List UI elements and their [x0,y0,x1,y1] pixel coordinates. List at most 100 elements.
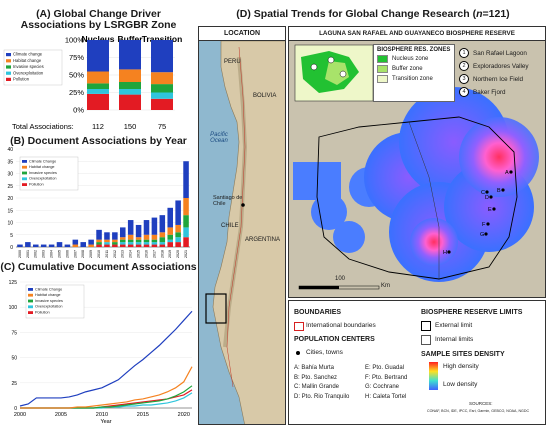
town-point [486,222,490,226]
bar-segment [87,89,109,94]
bar-segment [151,92,173,99]
x-tick-label: 2015 [137,250,141,258]
sources-title: SOURCES: [469,401,493,406]
bar-segment [159,244,166,247]
x-tick-label: 2005 [55,412,67,418]
panel-a-title-line2: Associations by LSRGBR Zone [20,19,177,32]
bar-segment [96,239,102,243]
legend-entry: Habitat change [29,165,55,169]
zone-label: Buffer zone [392,66,423,72]
zone-legend-item: Buffer zone [377,65,451,73]
density-blob [459,117,539,197]
label-santiago: Santiago de Chile [213,195,243,207]
legend-entry: Habitat change [35,293,61,297]
y-tick-label: 20 [7,196,13,202]
legend-entry: Invasive species [13,64,44,69]
bar-segment [167,239,173,243]
bar-segment [56,242,63,247]
legend-entry: Invasive species [35,299,63,303]
bar-segment [183,227,189,238]
site-label: Northern Ice Field [473,75,524,83]
bar-segment [151,98,173,110]
panel-c-chart: 0 25 50 75 100 125 2000 2005 2010 2015 2020 Year Cli… [9,280,193,425]
legend-swatch [6,77,11,81]
inset-buffer [325,61,349,85]
zones-legend-title: BIOSPHERE RES. ZONES [377,47,451,53]
legend-swatch [28,288,33,291]
external-limit-swatch [421,321,431,331]
bar-segment [143,239,150,243]
bar-segment [120,237,126,240]
legend-swatch [6,65,11,69]
bar-segment [104,232,110,240]
x-tick-label: 2014 [129,250,133,258]
x-tick-label: 2007 [73,250,77,258]
legend-swatch [22,171,27,175]
intl-boundaries-label: International boundaries [306,322,376,329]
y-tick-label: 100 [9,305,18,311]
legend-entry: Climate Change [29,159,56,163]
y-tick-label: 0 [10,245,13,251]
x-tick-label: 2017 [152,250,156,258]
bar-segment [112,232,118,240]
external-limit-line [316,116,518,280]
scale-bar-label: 100 [335,276,345,282]
panel-b-legend: Climate Change Habitat change Invasive spe… [19,156,79,191]
bar-segment [151,234,158,240]
bar-segment [87,71,109,84]
bar-segment [151,72,173,85]
bar-segment [183,237,189,247]
y-tick-label: 15 [7,208,13,214]
bar-segment [167,234,173,240]
x-tick-label: 2010 [97,250,101,258]
santiago-point [241,203,245,207]
legend-entry: Overexploitation [35,305,62,309]
zone-swatch [377,55,388,63]
legend-swatch [22,183,27,186]
legend-entry: Overexploitation [29,177,56,181]
x-tick-label: 2013 [121,250,125,258]
legend-swatch [22,177,27,181]
map-legend: BOUNDARIES International boundaries POPU… [288,300,546,425]
bar-segment [175,242,181,247]
bar-segment [40,244,47,247]
bar-segment [112,244,118,247]
bar-segment [127,234,134,240]
x-tick-label: 2018 [160,250,164,258]
town-list-item: E: Pto. Guadal [365,365,405,371]
site-label: Exploradores Valley [473,62,529,70]
zone-swatch [377,75,388,83]
x-tick-label: 2003 [42,250,46,258]
panel-a-title-line1: (A) Global Change Driver [36,8,161,20]
bar-segment [104,244,110,247]
legend-entry: Invasive species [29,171,57,175]
x-tick-label: 2015 [137,412,149,418]
density-blob [311,194,347,230]
bar-segment [151,40,173,73]
bar-segment [119,69,141,82]
category-label: Buffer [117,34,143,44]
internal-limits-swatch [421,335,431,345]
y-tick-label: 50 [11,356,17,362]
x-tick-label: 2002 [34,250,38,258]
legend-swatch [28,299,33,303]
y-tick-label: 0% [73,106,84,115]
label-peru: PERU [224,59,241,65]
density-ramp [429,362,438,390]
zone-label: Nucleus zone [392,56,429,62]
label-pacific-ocean: Pacific Ocean [210,132,228,144]
zones-legend: BIOSPHERE RES. ZONES Nucleus zone Buffer … [373,44,455,102]
internal-limit-line [408,121,440,279]
towns-column-1: A: Bahía Murta B: Pto. Sanchez C: Mallin G… [294,364,349,402]
scale-bar-fill [299,286,339,289]
town-letter: E [488,207,492,213]
bar-segment [159,215,166,233]
town-point [501,188,505,192]
bar-segment [120,242,126,245]
bar-segment [127,242,134,245]
category-label: Transition [142,34,183,44]
bar-segment [80,242,86,247]
bar-segment [151,239,158,243]
y-tick-label: 50% [69,71,84,80]
